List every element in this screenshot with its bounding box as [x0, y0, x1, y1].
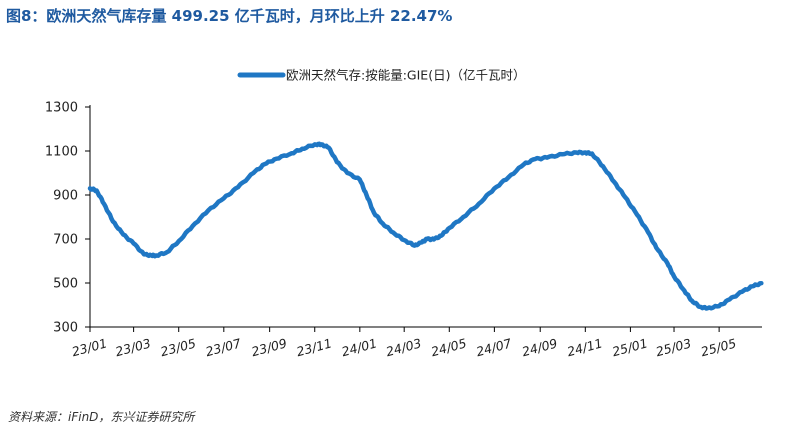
x-tick-label: 25/01: [610, 335, 649, 359]
y-tick-label: 900: [53, 189, 78, 204]
x-tick-label: 24/05: [429, 335, 468, 359]
x-tick-label: 23/01: [70, 335, 109, 359]
y-tick-label: 500: [53, 277, 78, 292]
x-tick-label: 23/03: [114, 335, 153, 359]
x-tick-label: 25/05: [699, 335, 738, 359]
source-note: 资料来源：iFinD，东兴证券研究所: [8, 410, 195, 424]
chart-axes: [89, 105, 762, 328]
legend-label: 欧洲天然气存:按能量:GIE(日)（亿千瓦时）: [286, 68, 525, 83]
x-tick-label: 23/09: [250, 335, 289, 359]
x-tick-label: 25/03: [654, 335, 693, 359]
y-tick-label: 700: [53, 233, 78, 248]
plot-area: [87, 141, 764, 311]
y-tick-label: 1300: [45, 101, 78, 116]
figure-title: 图8：欧洲天然气库存量 499.25 亿千瓦时，月环比上升 22.47%: [6, 7, 453, 25]
x-tick-label: 23/05: [159, 335, 198, 359]
y-tick-label: 300: [53, 321, 78, 336]
chart-legend: 欧洲天然气存:按能量:GIE(日)（亿千瓦时）: [237, 68, 525, 83]
x-tick-label: 24/03: [384, 335, 423, 359]
x-tick-label: 24/09: [520, 335, 559, 359]
x-tick-label: 24/07: [474, 335, 513, 359]
y-tick-label: 1100: [45, 145, 78, 160]
series-line: [87, 141, 764, 311]
y-axis-ticks: 300 500 700 900 1100 1300: [45, 101, 90, 336]
x-tick-label: 24/01: [340, 335, 379, 359]
x-axis-ticks: 23/01 23/03 23/05 23/07 23/09 23/11 24/01 24/03…: [70, 327, 738, 359]
x-tick-label: 23/07: [204, 335, 243, 359]
x-tick-label: 24/11: [565, 335, 604, 359]
x-tick-label: 23/11: [295, 335, 334, 359]
